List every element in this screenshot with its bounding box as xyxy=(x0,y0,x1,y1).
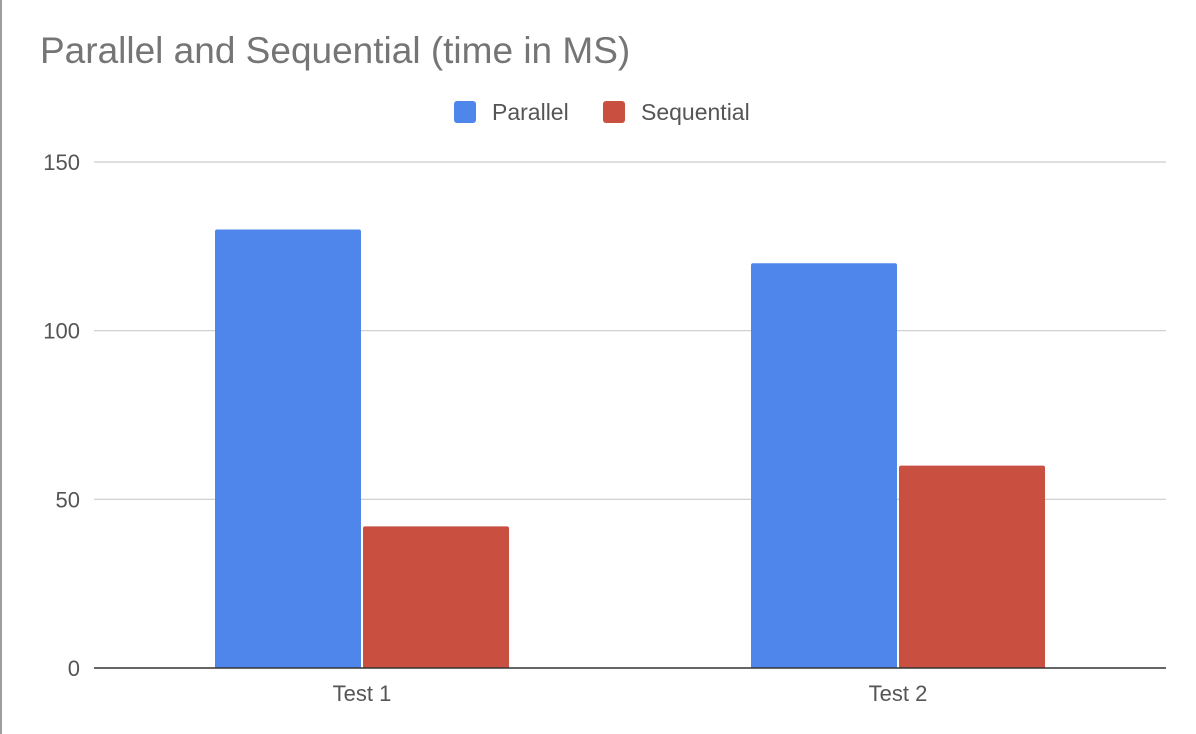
legend-swatch-sequential xyxy=(603,101,625,123)
chart-title: Parallel and Sequential (time in MS) xyxy=(40,30,631,71)
x-tick-label: Test 2 xyxy=(869,681,928,706)
bar-parallel-1 xyxy=(215,229,361,668)
legend-label-sequential: Sequential xyxy=(641,99,750,125)
y-tick-label: 150 xyxy=(43,150,80,175)
y-tick-label: 0 xyxy=(68,656,80,681)
bar-parallel-2 xyxy=(751,263,897,668)
bar-sequential-1 xyxy=(363,526,509,668)
bar-series xyxy=(215,229,1045,668)
x-axis-tick-labels: Test 1 Test 2 xyxy=(333,681,928,706)
x-tick-label: Test 1 xyxy=(333,681,392,706)
y-tick-label: 100 xyxy=(43,319,80,344)
legend-swatch-parallel xyxy=(454,101,476,123)
legend: Parallel Sequential xyxy=(454,99,750,125)
y-axis-tick-labels: 0 50 100 150 xyxy=(43,150,80,681)
y-tick-label: 50 xyxy=(56,487,80,512)
bar-sequential-2 xyxy=(899,465,1045,668)
legend-label-parallel: Parallel xyxy=(492,99,569,125)
